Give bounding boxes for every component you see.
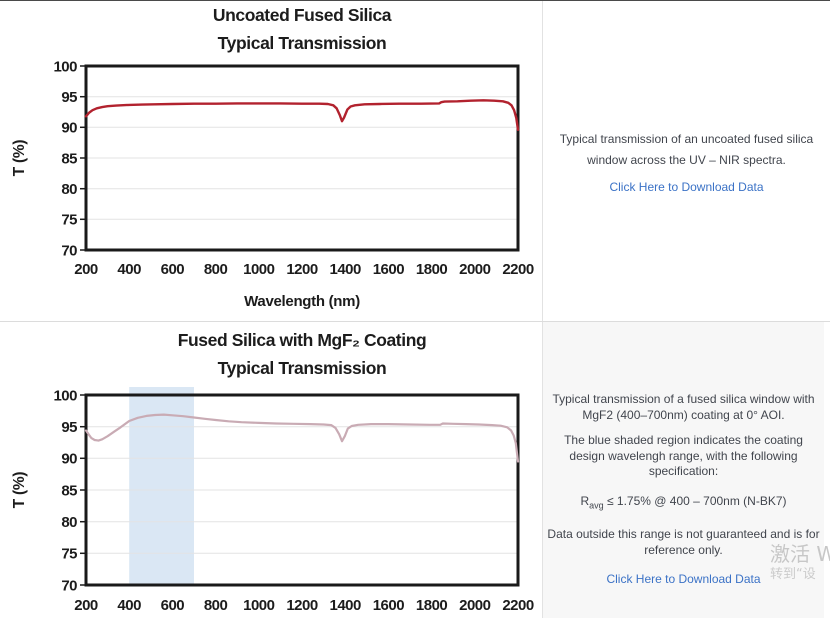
y-tick-label: 70 bbox=[61, 577, 77, 594]
x-tick-label: 400 bbox=[117, 261, 141, 278]
y-tick-label: 90 bbox=[61, 120, 77, 137]
spec-subscript: avg bbox=[589, 499, 604, 510]
fused-silica-mgf2-svg: 100 95 90 85 80 75 70 200 400 600 800 1000 1200 1400 1… bbox=[11, 330, 534, 614]
x-tick-label: 400 bbox=[117, 597, 141, 614]
spec-value: ≤ 1.75% @ 400 – 700nm (N-BK7) bbox=[603, 493, 787, 508]
transmission-curve bbox=[84, 413, 520, 463]
x-tick-label: 1200 bbox=[286, 597, 318, 614]
spec-prefix: R bbox=[580, 493, 590, 508]
x-tick-label: 600 bbox=[161, 597, 185, 614]
top-border-rule bbox=[0, 0, 830, 1]
x-tick-label: 2200 bbox=[502, 261, 534, 278]
reflectance-spec-text: Ravg ≤ 1.75% @ 400 – 700nm (N-BK7) bbox=[546, 494, 821, 514]
x-tick-label: 2200 bbox=[502, 597, 534, 614]
y-tick-label: 85 bbox=[61, 482, 77, 499]
coated-transmission-chart: 100 95 90 85 80 75 70 200 400 600 800 1000 1200 1400 1… bbox=[0, 322, 542, 618]
disclaimer-text: Data outside this range is not guarantee… bbox=[547, 527, 820, 557]
y-tick-label: 100 bbox=[53, 58, 77, 75]
y-tick-label: 95 bbox=[61, 419, 77, 436]
x-tick-label: 200 bbox=[74, 261, 98, 278]
y-tick-label: 100 bbox=[53, 387, 77, 404]
horizontal-divider bbox=[0, 321, 830, 322]
coated-description-panel: Typical transmission of a fused silica w… bbox=[542, 322, 824, 618]
y-axis-label: T (%) bbox=[11, 472, 28, 509]
x-tick-label: 2000 bbox=[459, 261, 491, 278]
transmission-curve bbox=[84, 99, 520, 132]
plot-border bbox=[84, 64, 520, 252]
x-axis-label: Wavelength (nm) bbox=[244, 293, 360, 310]
chart-title-line1: Uncoated Fused Silica bbox=[213, 5, 392, 25]
download-data-link-uncoated[interactable]: Click Here to Download Data bbox=[609, 179, 764, 194]
x-tick-label: 800 bbox=[204, 597, 228, 614]
y-tick-label: 80 bbox=[61, 181, 77, 198]
x-tick-label: 1800 bbox=[416, 261, 448, 278]
y-tick-label: 70 bbox=[61, 242, 77, 259]
y-tick-label: 75 bbox=[61, 212, 77, 229]
y-tick-label: 95 bbox=[61, 89, 77, 106]
uncoated-chart-panel: 100 95 90 85 80 75 70 200 400 600 800 1000 1200 1400 1… bbox=[0, 1, 542, 321]
download-data-link-coated[interactable]: Click Here to Download Data bbox=[606, 572, 761, 587]
x-tick-label: 1800 bbox=[416, 597, 448, 614]
uncoated-description-panel: Typical transmission of an uncoated fuse… bbox=[542, 1, 830, 321]
x-tick-label: 1200 bbox=[286, 261, 318, 278]
plot-border bbox=[84, 393, 520, 587]
y-tick-label: 75 bbox=[61, 546, 77, 563]
x-tick-label: 600 bbox=[161, 261, 185, 278]
uncoated-description-text: Typical transmission of an uncoated fuse… bbox=[559, 131, 814, 167]
coating-design-band bbox=[129, 387, 194, 584]
coated-chart-panel: 100 95 90 85 80 75 70 200 400 600 800 1000 1200 1400 1… bbox=[0, 322, 542, 618]
x-tick-label: 1600 bbox=[373, 597, 405, 614]
x-tick-label: 1400 bbox=[330, 597, 362, 614]
y-axis-label: T (%) bbox=[11, 140, 28, 177]
coated-description-text: Typical transmission of a fused silica w… bbox=[552, 392, 815, 422]
y-tick-label: 80 bbox=[61, 514, 77, 531]
y-tick-label: 85 bbox=[61, 150, 77, 167]
x-tick-label: 800 bbox=[204, 261, 228, 278]
y-tick-label: 90 bbox=[61, 451, 77, 468]
x-tick-label: 1000 bbox=[243, 597, 275, 614]
x-tick-label: 200 bbox=[74, 597, 98, 614]
shaded-region-note-text: The blue shaded region indicates the coa… bbox=[564, 433, 803, 478]
chart-title-line2: Typical Transmission bbox=[218, 33, 387, 53]
x-tick-label: 1400 bbox=[330, 261, 362, 278]
chart-title-line1: Fused Silica with MgF₂ Coating bbox=[178, 330, 427, 350]
uncoated-transmission-chart: 100 95 90 85 80 75 70 200 400 600 800 1000 1200 1400 1… bbox=[0, 1, 542, 326]
uncoated-fused-silica-svg: 100 95 90 85 80 75 70 200 400 600 800 1000 1200 1400 1… bbox=[11, 5, 534, 310]
x-tick-label: 2000 bbox=[459, 597, 491, 614]
chart-title-line2: Typical Transmission bbox=[218, 358, 387, 378]
x-tick-label: 1600 bbox=[373, 261, 405, 278]
x-tick-label: 1000 bbox=[243, 261, 275, 278]
